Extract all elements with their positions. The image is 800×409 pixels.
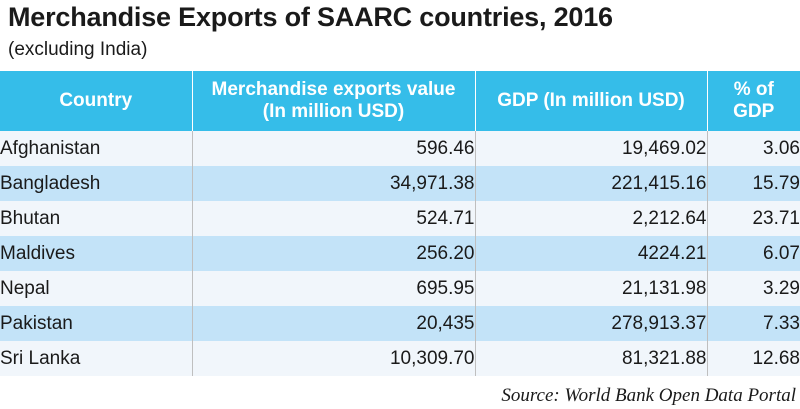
table-row: Afghanistan 596.46 19,469.02 3.06 (0, 131, 800, 166)
cell-exports: 10,309.70 (192, 341, 476, 376)
cell-gdp: 2,212.64 (475, 201, 708, 236)
table-header: Country Merchandise exports value (In mi… (0, 71, 800, 131)
cell-exports: 256.20 (192, 236, 476, 271)
table-row: Bhutan 524.71 2,212.64 23.71 (0, 201, 800, 236)
chart-title: Merchandise Exports of SAARC countries, … (8, 2, 613, 32)
header-pct-gdp: % of GDP (707, 71, 800, 131)
cell-exports: 34,971.38 (192, 166, 476, 201)
cell-gdp: 21,131.98 (475, 271, 708, 306)
cell-gdp: 278,913.37 (475, 306, 708, 341)
table-body: Afghanistan 596.46 19,469.02 3.06 Bangladesh… (0, 131, 800, 376)
cell-country: Afghanistan (0, 131, 193, 166)
header-gdp: GDP (In million USD) (475, 71, 708, 131)
cell-gdp: 4224.21 (475, 236, 708, 271)
table-row: Sri Lanka 10,309.70 81,321.88 12.68 (0, 341, 800, 376)
cell-country: Bhutan (0, 201, 193, 236)
cell-gdp: 19,469.02 (475, 131, 708, 166)
table-row: Bangladesh 34,971.38 221,415.16 15.79 (0, 166, 800, 201)
cell-pct-gdp: 6.07 (707, 236, 800, 271)
cell-gdp: 221,415.16 (475, 166, 708, 201)
cell-exports: 524.71 (192, 201, 476, 236)
cell-country: Sri Lanka (0, 341, 193, 376)
cell-country: Maldives (0, 236, 193, 271)
cell-pct-gdp: 23.71 (707, 201, 800, 236)
cell-country: Bangladesh (0, 166, 193, 201)
cell-pct-gdp: 3.29 (707, 271, 800, 306)
cell-exports: 596.46 (192, 131, 476, 166)
exports-table: Country Merchandise exports value (In mi… (0, 71, 800, 376)
cell-exports: 20,435 (192, 306, 476, 341)
cell-pct-gdp: 12.68 (707, 341, 800, 376)
cell-exports: 695.95 (192, 271, 476, 306)
cell-pct-gdp: 7.33 (707, 306, 800, 341)
cell-country: Nepal (0, 271, 193, 306)
cell-country: Pakistan (0, 306, 193, 341)
table-row: Pakistan 20,435 278,913.37 7.33 (0, 306, 800, 341)
header-exports: Merchandise exports value (In million US… (192, 71, 476, 131)
table-row: Maldives 256.20 4224.21 6.07 (0, 236, 800, 271)
cell-gdp: 81,321.88 (475, 341, 708, 376)
table-row: Nepal 695.95 21,131.98 3.29 (0, 271, 800, 306)
chart-subtitle: (excluding India) (8, 39, 148, 60)
source-note: Source: World Bank Open Data Portal (501, 385, 796, 406)
cell-pct-gdp: 15.79 (707, 166, 800, 201)
header-country: Country (0, 71, 193, 131)
header-row: Country Merchandise exports value (In mi… (0, 71, 800, 131)
cell-pct-gdp: 3.06 (707, 131, 800, 166)
